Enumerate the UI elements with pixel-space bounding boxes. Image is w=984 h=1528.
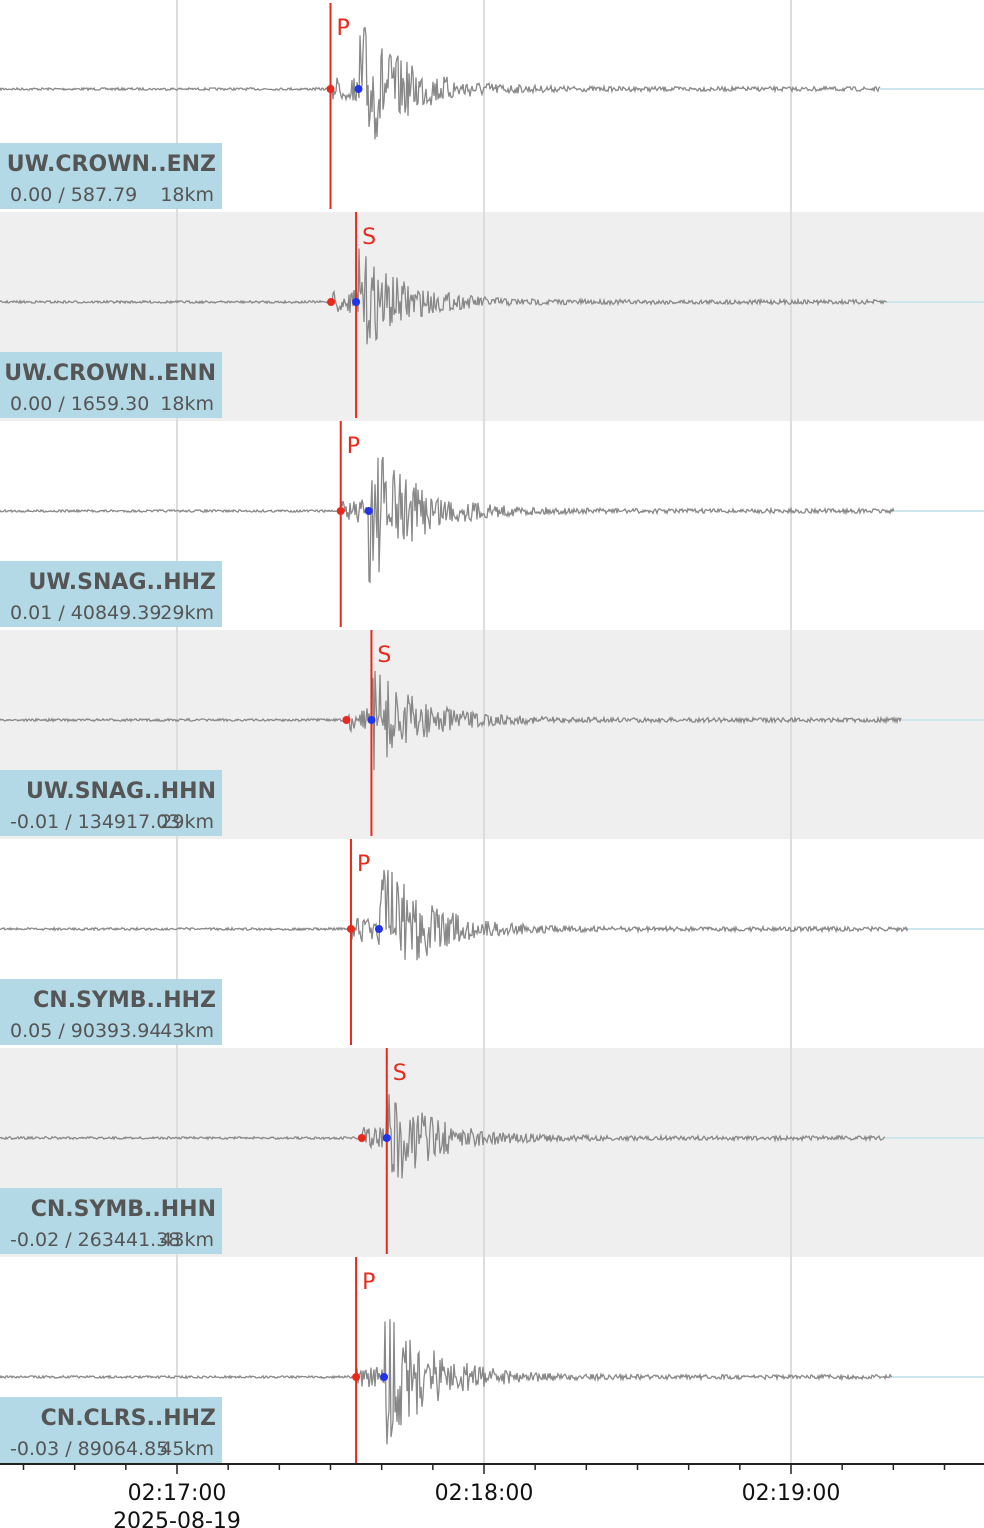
station-distance: 18km (160, 184, 214, 206)
pick-dot-blue (367, 716, 376, 724)
station-distance: 18km (160, 393, 214, 415)
waveform-trace (0, 670, 902, 771)
station-stats: 0.05 / 90393.94 (10, 1020, 161, 1042)
tick-label: 02:19:00 (742, 1481, 841, 1506)
waveform-trace (0, 1319, 893, 1445)
station-name: UW.SNAG..HHZ (28, 570, 216, 595)
station-stats: -0.02 / 263441.38 (10, 1229, 180, 1251)
pick-dot-blue (354, 85, 363, 93)
station-distance: 29km (160, 602, 214, 624)
phase-label: P (357, 852, 370, 877)
station-label-box (0, 561, 222, 627)
date-label: 2025-08-19 (113, 1509, 241, 1528)
tick-label: 02:18:00 (435, 1481, 534, 1506)
station-distance: 43km (160, 1020, 214, 1042)
pick-dot-red (352, 1373, 361, 1381)
waveform-trace (0, 27, 881, 140)
station-stats: -0.01 / 134917.03 (10, 811, 180, 833)
station-name: UW.CROWN..ENN (4, 361, 216, 386)
station-name: CN.SYMB..HHN (31, 1197, 216, 1222)
station-labels: UW.CROWN..ENZ 0.00 / 587.79 18km UW.CROWN..… (0, 143, 222, 1463)
phase-label: P (337, 16, 350, 41)
station-name: UW.CROWN..ENZ (7, 152, 216, 177)
station-name: CN.CLRS..HHZ (41, 1406, 216, 1431)
station-stats: 0.00 / 1659.30 (10, 393, 149, 415)
waveforms (0, 27, 984, 1445)
tick-label: 02:17:00 (128, 1481, 227, 1506)
waveform-trace (0, 456, 895, 584)
phase-label: S (393, 1061, 407, 1086)
station-label-box (0, 352, 222, 418)
station-label-box (0, 1188, 222, 1254)
pick-dot-red (327, 298, 336, 306)
station-name: CN.SYMB..HHZ (33, 988, 216, 1013)
phase-label: P (362, 1270, 375, 1295)
station-distance: 45km (160, 1438, 214, 1460)
phase-label: S (377, 643, 391, 668)
phase-picks: P S P S P S P (326, 3, 407, 1463)
station-name: UW.SNAG..HHN (26, 779, 216, 804)
pick-dot-red (342, 716, 351, 724)
waveform-trace (0, 869, 909, 961)
x-axis: 02:17:00 02:18:00 02:19:00 2025-08-19 (0, 1463, 984, 1528)
station-stats: 0.00 / 587.79 (10, 184, 137, 206)
pick-dot-red (326, 85, 335, 93)
phase-label: S (362, 225, 376, 250)
waveform-trace (0, 1094, 886, 1179)
pick-dot-red (336, 507, 345, 515)
station-label-box (0, 770, 222, 836)
station-label-box (0, 979, 222, 1045)
phase-label: P (347, 434, 360, 459)
station-label-box (0, 143, 222, 209)
station-stats: 0.01 / 40849.39 (10, 602, 161, 624)
pick-dot-blue (364, 507, 373, 515)
station-distance: 29km (160, 811, 214, 833)
station-distance: 43km (160, 1229, 214, 1251)
pick-dot-blue (382, 1134, 391, 1142)
waveform-trace (0, 248, 888, 345)
pick-dot-red (346, 925, 355, 933)
station-label-box (0, 1397, 222, 1463)
pick-dot-blue (374, 925, 383, 933)
pick-dot-red (357, 1134, 366, 1142)
station-stats: -0.03 / 89064.85 (10, 1438, 168, 1460)
pick-dot-blue (352, 298, 361, 306)
pick-dot-blue (380, 1373, 389, 1381)
